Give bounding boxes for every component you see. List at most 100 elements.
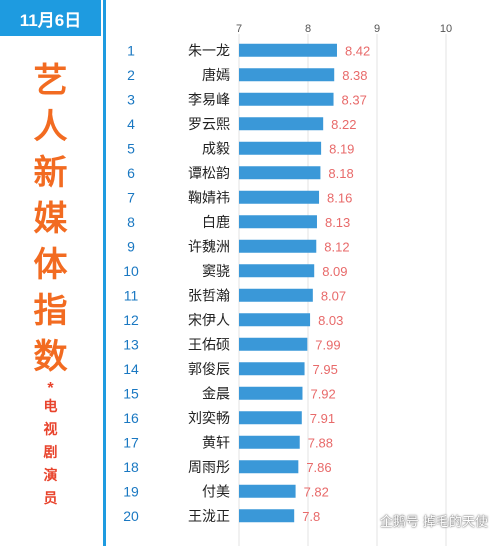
title-char: 人 <box>33 107 68 147</box>
rank-label: 7 <box>127 189 135 205</box>
category-label: 金晨 <box>202 386 230 402</box>
category-label: 许魏洲 <box>188 239 230 255</box>
rank-label: 6 <box>127 165 135 181</box>
value-label: 8.18 <box>328 166 353 181</box>
subtitle-char: 演 <box>43 468 58 484</box>
title-char: 媒 <box>33 199 68 239</box>
title-char: 新 <box>33 153 68 193</box>
title-char: 指 <box>33 291 68 331</box>
bar <box>239 190 320 204</box>
title-column: 艺 人 新 媒 体 指 数 * 电 视 剧 演 员 <box>0 58 101 511</box>
rank-label: 1 <box>127 42 135 58</box>
bar <box>239 68 335 82</box>
bar <box>239 411 302 425</box>
bar <box>239 117 324 131</box>
ranking-bar-chart: 7 8 9 10 1 朱一龙 8.42 2 唐嫣 8.38 3 李易峰 8.37 4 罗云熙 8.22 5 成毅 8… <box>123 23 452 546</box>
category-label: 唐嫣 <box>202 67 230 84</box>
bar <box>239 484 296 498</box>
bar <box>239 386 303 400</box>
category-label: 李易峰 <box>188 92 230 108</box>
value-label: 7.88 <box>308 435 333 450</box>
sidebar-divider <box>103 0 106 546</box>
bar <box>239 92 334 106</box>
value-label: 8.37 <box>342 92 367 107</box>
rank-label: 2 <box>127 67 135 83</box>
bar <box>239 215 317 229</box>
rank-label: 4 <box>127 116 135 132</box>
value-label: 8.12 <box>324 239 349 254</box>
x-tick-label: 10 <box>440 23 452 35</box>
x-tick-label: 9 <box>374 23 380 35</box>
x-tick-label: 7 <box>236 23 242 35</box>
value-label: 8.22 <box>331 117 356 132</box>
bar <box>239 288 313 302</box>
category-label: 罗云熙 <box>188 117 230 133</box>
watermark: 企鹅号 掉毛的天使 <box>379 515 488 530</box>
category-label: 谭松韵 <box>188 166 230 182</box>
title-char: 数 <box>33 337 68 377</box>
value-label: 7.8 <box>302 509 320 524</box>
subtitle-char: 剧 <box>43 445 58 461</box>
value-label: 7.92 <box>310 386 335 401</box>
value-label: 8.42 <box>345 43 370 58</box>
value-label: 8.13 <box>325 215 350 230</box>
value-label: 7.82 <box>304 484 329 499</box>
bar <box>239 166 321 180</box>
rank-label: 9 <box>127 238 135 254</box>
category-label: 刘奕畅 <box>188 411 230 427</box>
rank-label: 16 <box>123 410 139 426</box>
category-label: 周雨彤 <box>188 460 230 476</box>
rank-label: 18 <box>123 459 139 475</box>
rank-label: 8 <box>127 214 135 230</box>
category-label: 付美 <box>202 484 230 500</box>
category-label: 王泷正 <box>188 509 230 525</box>
category-label: 鞠婧祎 <box>188 190 230 206</box>
subtitle-char: 电 <box>43 399 58 415</box>
sidebar-panel: 11月6日 艺 人 新 媒 体 指 数 * 电 视 剧 演 员 <box>0 0 105 546</box>
bar <box>239 141 322 155</box>
bar <box>239 435 300 449</box>
category-label: 郭俊辰 <box>188 361 230 378</box>
bar <box>239 239 317 253</box>
category-label: 宋伊人 <box>188 313 230 329</box>
value-label: 8.07 <box>321 288 346 303</box>
category-label: 白鹿 <box>202 214 230 231</box>
value-label: 8.09 <box>322 264 347 279</box>
bar <box>239 362 305 376</box>
rank-label: 12 <box>123 312 139 328</box>
rank-label: 14 <box>123 361 139 377</box>
bar <box>239 337 308 351</box>
bar <box>239 264 315 278</box>
date-label: 11月6日 <box>19 10 82 30</box>
subtitle-char: 视 <box>43 422 58 438</box>
subtitle-char: 员 <box>43 491 58 507</box>
rank-label: 5 <box>127 140 135 156</box>
rank-label: 15 <box>123 385 139 401</box>
date-badge: 11月6日 <box>0 0 101 36</box>
value-label: 7.99 <box>315 337 340 352</box>
title-asterisk: * <box>47 380 54 397</box>
value-label: 8.03 <box>318 313 343 328</box>
value-label: 8.38 <box>342 68 367 83</box>
bar <box>239 509 295 523</box>
category-label: 窦骁 <box>202 264 230 280</box>
x-tick-label: 8 <box>305 23 311 35</box>
rank-label: 20 <box>123 508 139 524</box>
rank-label: 17 <box>123 434 139 450</box>
category-label: 黄轩 <box>202 434 230 451</box>
value-label: 7.91 <box>310 411 335 426</box>
bar <box>239 460 299 474</box>
category-label: 王佑硕 <box>188 337 230 353</box>
value-label: 7.86 <box>306 460 331 475</box>
category-label: 成毅 <box>202 140 230 157</box>
bar <box>239 313 311 327</box>
title-char: 体 <box>33 245 68 285</box>
rank-label: 10 <box>123 263 139 279</box>
rank-label: 19 <box>123 483 139 499</box>
bar <box>239 43 337 57</box>
value-label: 7.95 <box>313 362 338 377</box>
category-label: 张哲瀚 <box>188 288 230 304</box>
value-label: 8.16 <box>327 190 352 205</box>
value-label: 8.19 <box>329 141 354 156</box>
rank-label: 13 <box>123 336 139 352</box>
